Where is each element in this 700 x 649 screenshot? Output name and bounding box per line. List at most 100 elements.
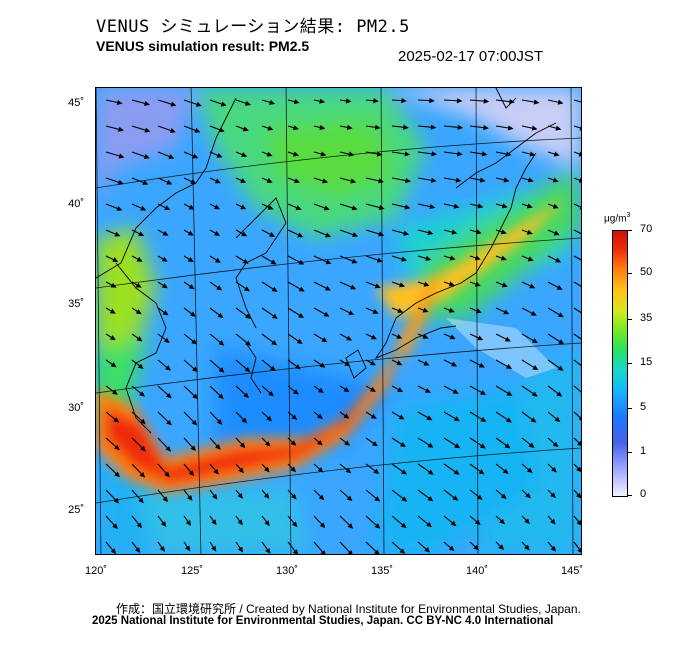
wind-arrow-head [319, 124, 326, 130]
wind-arrow-head [506, 390, 513, 396]
wind-arrow-head [298, 286, 305, 292]
wind-arrow-head [348, 151, 355, 157]
wind-arrow-head [376, 151, 383, 157]
wind-arrow-head [292, 389, 299, 395]
wind-arrow-head [138, 497, 144, 504]
wind-arrow-head [529, 283, 536, 289]
wind-arrow-head [552, 177, 559, 183]
wind-arrow-head [374, 523, 381, 529]
wind-arrow-head [555, 257, 562, 263]
wind-arrow-head [401, 469, 407, 475]
wind-arrow-head [504, 443, 511, 449]
wind-arrow-head [396, 334, 403, 339]
wind-arrow-head [237, 493, 243, 499]
wind-arrow-head [319, 362, 326, 368]
wind-arrow-head [452, 495, 459, 501]
wind-arrow-head [268, 390, 274, 397]
wind-arrow-head [292, 549, 298, 554]
wind-arrow-head [110, 362, 117, 368]
wind-arrow-head [530, 417, 537, 423]
wind-arrow-head [404, 151, 411, 157]
wind-arrow-head [401, 98, 407, 104]
wind-arrow-head [317, 387, 324, 394]
wind-arrow-head [293, 99, 300, 105]
wind-arrow-head [403, 230, 410, 236]
wind-arrow-head [473, 544, 480, 551]
wind-arrow-head [346, 495, 353, 502]
wind-arrow-head [347, 550, 353, 554]
wind-arrow-head [531, 391, 538, 397]
wind-arrow-head [159, 546, 165, 552]
wind-arrow-head [241, 152, 248, 157]
wind-arrow-head [185, 519, 192, 526]
wind-arrow-head [398, 414, 405, 420]
wind-arrow-head [558, 339, 565, 345]
wind-arrow-head [352, 232, 359, 238]
wind-arrow-head [161, 283, 168, 289]
wind-arrow-head [401, 496, 408, 502]
wind-arrow-head [118, 153, 125, 159]
wind-arrow-head [165, 445, 172, 452]
wind-arrow-head [553, 230, 560, 236]
wind-arrow-head [480, 416, 487, 422]
wind-arrow-head [533, 99, 540, 105]
wind-arrow [573, 125, 581, 129]
wind-arrow-head [320, 550, 326, 554]
wind-arrow-head [317, 413, 323, 419]
wind-arrow-head [527, 177, 534, 183]
wind-arrow-head [374, 549, 380, 554]
wind-arrow-head [503, 177, 510, 183]
wind-arrow-head [369, 360, 376, 366]
wind-arrow-head [269, 99, 276, 105]
wind-arrow-head [192, 393, 199, 400]
wind-arrow-head [422, 333, 429, 339]
wind-arrow-head [298, 259, 305, 265]
wind-arrow-head [140, 445, 146, 452]
wind-arrow-head [424, 546, 431, 553]
wind-arrow-head [500, 229, 507, 235]
wind-arrow-head [322, 178, 329, 184]
wind-arrow-head [429, 204, 436, 210]
wind-arrow-head [216, 285, 223, 291]
wind-arrow-head [550, 518, 556, 525]
license-line: 2025 National Institute for Environmenta… [92, 615, 554, 627]
wind-arrow-head [529, 151, 536, 157]
wind-arrow-head [211, 545, 217, 552]
wind-arrow-head [139, 471, 146, 478]
wind-arrow-head [423, 360, 430, 366]
wind-arrow-head [427, 496, 434, 502]
wind-arrow-head [298, 312, 305, 319]
wind-arrow-head [507, 125, 514, 131]
wind-arrow-head [532, 365, 539, 371]
wind-arrow-head [396, 360, 403, 366]
wind-arrow-head [481, 151, 488, 157]
wind-arrow [573, 281, 581, 287]
wind-arrow-head [243, 286, 250, 292]
wind-arrow-head [143, 154, 150, 159]
wind-arrow-head [474, 281, 481, 287]
colorbar-label-50: 50 [640, 266, 653, 278]
wind-arrow-head [526, 229, 533, 235]
wind-arrow-head [163, 337, 170, 343]
wind-arrow-head [426, 521, 432, 528]
wind-arrow-head [552, 203, 559, 209]
wind-arrow-head [530, 310, 537, 316]
wind-arrow [573, 99, 581, 103]
wind-arrow [573, 151, 581, 156]
credit-line: 作成：国立環境研究所 / Created by National Institu… [116, 602, 581, 616]
wind-arrow-head [531, 338, 538, 344]
wind-arrow-head [430, 177, 437, 183]
wind-arrow-head [509, 98, 515, 105]
colorbar-label-15: 15 [640, 356, 653, 368]
wind-arrow-head [451, 229, 458, 235]
wind-arrow-head [136, 522, 143, 529]
wind-arrow-head [185, 545, 191, 552]
wind-arrow-head [477, 335, 484, 341]
wind-arrow-head [451, 361, 458, 367]
wind-arrow-head [139, 391, 145, 397]
wind-arrow-head [114, 471, 120, 478]
wind-arrow-head [267, 204, 274, 210]
colorbar-label-5: 5 [640, 401, 647, 413]
wind-arrow-head [238, 467, 244, 474]
colorbar-label-70: 70 [640, 223, 653, 235]
